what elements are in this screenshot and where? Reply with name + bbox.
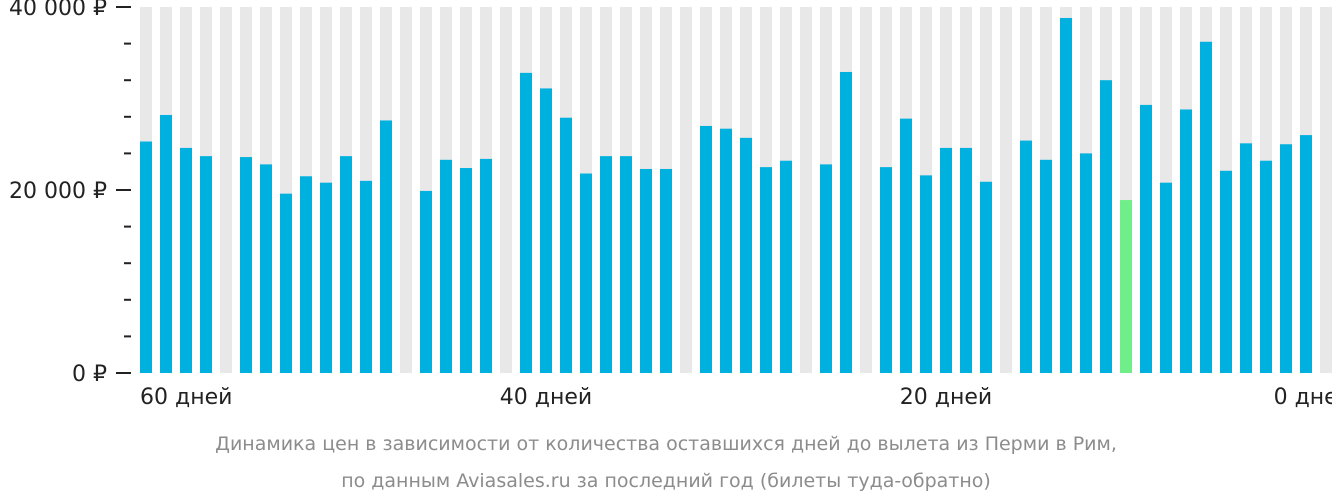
bar xyxy=(200,156,212,373)
bar xyxy=(280,193,292,373)
bar xyxy=(480,158,492,373)
bar xyxy=(140,141,152,373)
background-stripe xyxy=(1000,7,1012,373)
background-stripe xyxy=(220,7,232,373)
bar xyxy=(580,173,592,373)
bar xyxy=(920,175,932,373)
bar xyxy=(240,157,252,373)
bar xyxy=(1020,140,1032,373)
bar xyxy=(940,147,952,373)
bar xyxy=(300,176,312,373)
bar xyxy=(1040,159,1052,373)
bar xyxy=(420,190,432,373)
background-stripe xyxy=(500,7,512,373)
x-tick-label: 0 дней xyxy=(1274,385,1332,410)
bar xyxy=(1140,104,1152,373)
background-stripe xyxy=(1320,7,1332,373)
x-tick-label: 60 дней xyxy=(140,385,232,410)
x-tick-label: 40 дней xyxy=(500,385,592,410)
y-tick-label: 20 000 ₽ xyxy=(9,179,107,204)
bar xyxy=(960,147,972,373)
bar xyxy=(460,168,472,373)
bar xyxy=(1160,182,1172,373)
bar xyxy=(380,120,392,374)
bar xyxy=(780,160,792,373)
y-tick-label: 0 ₽ xyxy=(72,362,107,387)
bar xyxy=(260,164,272,373)
bar xyxy=(1200,41,1212,374)
bar xyxy=(1180,109,1192,373)
background-stripe xyxy=(800,7,812,373)
bar xyxy=(160,114,172,373)
bar xyxy=(340,156,352,373)
bar xyxy=(760,167,772,373)
bar xyxy=(720,128,732,373)
bar xyxy=(360,180,372,373)
background-stripe xyxy=(680,7,692,373)
chart-caption-line-2: по данным Aviasales.ru за последний год … xyxy=(341,470,991,492)
bar xyxy=(1100,80,1112,373)
bar xyxy=(1300,135,1312,373)
bar xyxy=(700,125,712,373)
background-stripe xyxy=(400,7,412,373)
bar xyxy=(520,72,532,373)
bar xyxy=(900,118,912,373)
bar xyxy=(820,164,832,373)
bar xyxy=(1220,170,1232,373)
bar xyxy=(660,168,672,373)
bar xyxy=(1060,17,1072,373)
y-tick-label: 40 000 ₽ xyxy=(9,0,107,21)
bar xyxy=(320,182,332,373)
bar xyxy=(600,156,612,373)
bar xyxy=(880,167,892,373)
bar xyxy=(180,147,192,373)
bar xyxy=(560,117,572,373)
bar xyxy=(540,88,552,373)
bar xyxy=(1240,143,1252,373)
background-stripe xyxy=(860,7,872,373)
bar xyxy=(980,181,992,373)
bar xyxy=(1080,153,1092,373)
bar xyxy=(640,168,652,373)
bar xyxy=(620,156,632,373)
x-tick-label: 20 дней xyxy=(900,385,992,410)
bar xyxy=(1260,160,1272,373)
price-chart: 0 ₽ 20 000 ₽ 40 000 ₽ 60 дней 40 дней 20 дней… xyxy=(9,0,1332,410)
bar-highlight xyxy=(1120,200,1132,373)
bar xyxy=(1280,144,1292,373)
chart-caption-line-1: Динамика цен в зависимости от количества… xyxy=(215,433,1117,455)
bar xyxy=(440,159,452,373)
bar xyxy=(740,137,752,373)
bar xyxy=(840,71,852,373)
